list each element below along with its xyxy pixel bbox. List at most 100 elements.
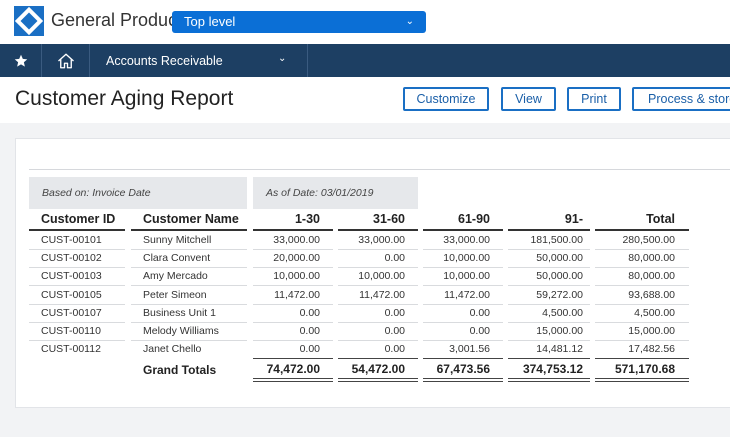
totals-rule [508, 358, 590, 359]
cell-total: 80,000.00 [628, 252, 675, 264]
cell-total: 17,482.56 [628, 343, 675, 355]
entity-dropdown[interactable]: Top level ⌄ [172, 11, 426, 33]
row-divider [338, 340, 418, 341]
cell-91-plus: 59,272.00 [536, 289, 583, 301]
cell-61-90: 10,000.00 [443, 270, 490, 282]
cell-customer-id: CUST-00105 [41, 289, 102, 301]
cell-1-30: 0.00 [299, 343, 320, 355]
row-divider [423, 249, 503, 250]
process-and-store-button[interactable]: Process & store [632, 87, 730, 111]
cell-customer-name: Clara Convent [143, 252, 211, 264]
column-header-31-60: 31-60 [373, 212, 405, 226]
home-button[interactable] [42, 44, 90, 77]
cell-61-90: 3,001.56 [449, 343, 490, 355]
row-divider [508, 322, 590, 323]
row-divider [338, 304, 418, 305]
cell-1-30: 0.00 [299, 325, 320, 337]
header-rule [423, 229, 503, 231]
cell-91-plus: 4,500.00 [542, 307, 583, 319]
cell-61-90: 10,000.00 [443, 252, 490, 264]
totals-rule [253, 358, 333, 359]
divider [29, 169, 730, 170]
cell-91-plus: 50,000.00 [536, 270, 583, 282]
row-divider [595, 304, 689, 305]
cell-91-plus: 181,500.00 [530, 234, 583, 246]
header-rule [595, 229, 689, 231]
double-underline [253, 378, 333, 382]
cell-1-30: 10,000.00 [273, 270, 320, 282]
row-divider [508, 249, 590, 250]
cell-total: 93,688.00 [628, 289, 675, 301]
report-as-of-date: As of Date: 03/01/2019 [253, 177, 418, 209]
favorites-button[interactable] [0, 44, 42, 77]
row-divider [253, 285, 333, 286]
row-divider [595, 285, 689, 286]
row-divider [253, 267, 333, 268]
cell-total: 280,500.00 [622, 234, 675, 246]
row-divider [131, 285, 247, 286]
header-rule [253, 229, 333, 231]
header-rule [29, 229, 125, 231]
cell-customer-name: Amy Mercado [143, 270, 208, 282]
row-divider [423, 285, 503, 286]
main-nav: Accounts Receivable ⌄ [0, 44, 730, 77]
row-divider [253, 340, 333, 341]
grand-total-61-90: 67,473.56 [436, 362, 490, 376]
page-title: Customer Aging Report [15, 87, 234, 110]
row-divider [595, 322, 689, 323]
row-divider [423, 322, 503, 323]
customize-button[interactable]: Customize [403, 87, 489, 111]
row-divider [253, 249, 333, 250]
row-divider [253, 322, 333, 323]
column-header-customer-name: Customer Name [143, 212, 239, 226]
header-rule [508, 229, 590, 231]
row-divider [508, 304, 590, 305]
cell-customer-id: CUST-00101 [41, 234, 102, 246]
grand-total-total: 571,170.68 [614, 362, 675, 376]
cell-91-plus: 14,481.12 [536, 343, 583, 355]
cell-31-60: 11,472.00 [359, 289, 405, 301]
entity-dropdown-value: Top level [184, 14, 236, 29]
row-divider [595, 249, 689, 250]
cell-total: 4,500.00 [634, 307, 675, 319]
row-divider [131, 340, 247, 341]
print-button[interactable]: Print [567, 87, 621, 111]
row-divider [338, 249, 418, 250]
row-divider [29, 249, 125, 250]
cell-91-plus: 15,000.00 [536, 325, 583, 337]
totals-rule [423, 358, 503, 359]
report-basis: Based on: Invoice Date [29, 177, 247, 209]
cell-customer-name: Business Unit 1 [143, 307, 216, 319]
row-divider [131, 322, 247, 323]
column-header-91-plus: 91- [564, 212, 583, 226]
row-divider [338, 267, 418, 268]
view-button[interactable]: View [501, 87, 556, 111]
row-divider [131, 304, 247, 305]
cell-total: 80,000.00 [628, 270, 675, 282]
double-underline [595, 378, 689, 382]
chevron-down-icon: ⌄ [405, 16, 414, 27]
cell-61-90: 0.00 [469, 307, 490, 319]
cell-customer-id: CUST-00112 [41, 343, 101, 355]
grand-totals-label: Grand Totals [143, 363, 217, 377]
row-divider [131, 249, 247, 250]
cell-1-30: 20,000.00 [273, 252, 320, 264]
row-divider [29, 285, 125, 286]
cell-31-60: 10,000.00 [358, 270, 405, 282]
row-divider [29, 267, 125, 268]
row-divider [423, 340, 503, 341]
double-underline [508, 378, 590, 382]
cell-customer-name: Peter Simeon [143, 289, 207, 301]
row-divider [29, 340, 125, 341]
row-divider [595, 267, 689, 268]
cell-customer-id: CUST-00102 [41, 252, 102, 264]
row-divider [508, 285, 590, 286]
module-menu[interactable]: Accounts Receivable ⌄ [90, 44, 308, 77]
cell-total: 15,000.00 [628, 325, 675, 337]
cell-31-60: 0.00 [384, 325, 405, 337]
row-divider [253, 304, 333, 305]
column-header-61-90: 61-90 [458, 212, 490, 226]
cell-1-30: 11,472.00 [274, 289, 320, 301]
cell-customer-id: CUST-00103 [41, 270, 102, 282]
row-divider [423, 304, 503, 305]
